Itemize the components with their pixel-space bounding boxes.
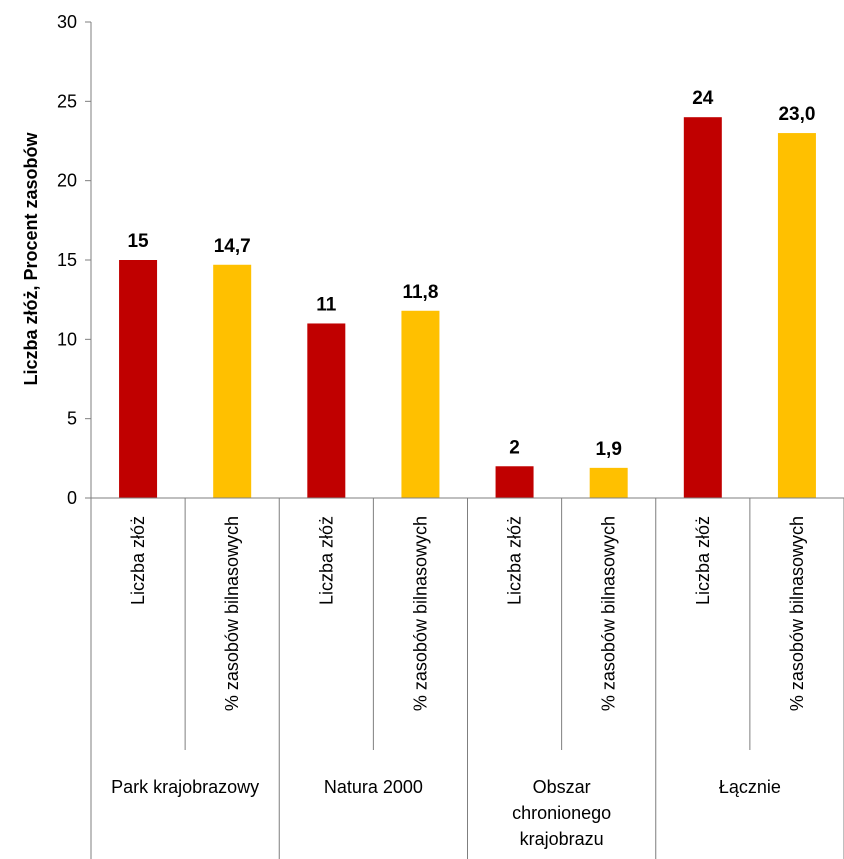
group-label: Park krajobrazowy — [111, 777, 259, 797]
category-label: % zasobów bilnasowych — [599, 516, 619, 711]
y-tick-label: 10 — [57, 329, 77, 349]
data-label: 2 — [509, 437, 520, 458]
category-label: % zasobów bilnasowych — [222, 516, 242, 711]
bar — [401, 310, 440, 498]
category-label: Liczba złóż — [505, 516, 525, 605]
bar — [307, 323, 346, 498]
group-label: Natura 2000 — [324, 777, 423, 797]
category-label: Liczba złóż — [128, 516, 148, 605]
category-label: % zasobów bilnasowych — [787, 516, 807, 711]
category-label: Liczba złóż — [316, 516, 336, 605]
y-tick-label: 20 — [57, 171, 77, 191]
x-axis: Liczba złóż % zasobów bilnasowych Liczba z… — [90, 497, 844, 859]
bar — [213, 264, 252, 498]
bar — [683, 117, 722, 498]
data-labels: 15 14,7 11 11,8 2 1,9 24 23,0 — [127, 88, 815, 460]
data-label: 11 — [316, 294, 337, 315]
bar — [119, 260, 158, 498]
y-tick-label: 0 — [67, 488, 77, 508]
bar — [777, 133, 816, 499]
bar — [495, 466, 534, 498]
y-tick-label: 25 — [57, 91, 77, 111]
group-label: Obszar chronionego krajobrazu — [512, 777, 611, 849]
group-label: Łącznie — [719, 777, 781, 797]
data-label: 24 — [692, 88, 714, 109]
y-tick-label: 5 — [67, 409, 77, 429]
data-label: 14,7 — [214, 236, 251, 257]
bar — [589, 467, 628, 498]
data-label: 15 — [127, 231, 149, 252]
y-tick-label: 15 — [57, 250, 77, 270]
bars — [119, 117, 816, 499]
data-label: 23,0 — [778, 104, 815, 125]
category-label: % zasobów bilnasowych — [410, 516, 430, 711]
y-axis-label: Liczba złóż, Procent zasobów — [21, 131, 41, 385]
y-tick-label: 30 — [57, 12, 77, 32]
data-label: 11,8 — [402, 282, 438, 303]
data-label: 1,9 — [595, 439, 621, 460]
y-axis: 0 5 10 15 20 25 30 — [57, 12, 92, 508]
category-label: Liczba złóż — [693, 516, 713, 605]
